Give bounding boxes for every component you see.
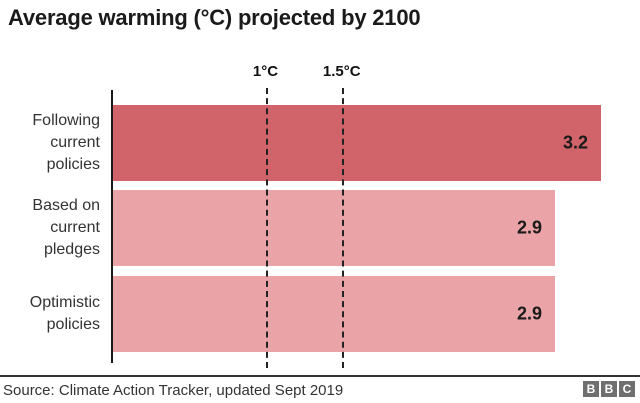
bar-optimistic-policies: 2.9	[113, 276, 555, 352]
bar-value-label: 2.9	[516, 217, 542, 238]
bar-label-following-current-policies: Following current policies	[32, 112, 100, 173]
source-attribution: Source: Climate Action Tracker, updated …	[3, 382, 344, 399]
bar-following-current-policies: 3.2	[113, 105, 601, 181]
y-axis-line	[111, 90, 113, 363]
chart-title: Average warming (°C) projected by 2100	[8, 5, 421, 30]
bar-label-based-on-current-pledges: Based on current pledges	[32, 197, 100, 258]
bar-based-on-current-pledges: 2.9	[113, 190, 555, 266]
threshold-dashed-line-1c	[265, 88, 268, 368]
bar-value-label: 3.2	[562, 132, 588, 153]
bar-value-label: 2.9	[516, 303, 542, 324]
threshold-label-1c: 1°C	[252, 63, 279, 80]
bbc-logo-block: C	[619, 381, 635, 397]
bar-label-optimistic-policies: Optimistic policies	[29, 294, 100, 333]
bbc-logo: B B C	[583, 381, 635, 397]
threshold-dashed-line-1-5c	[341, 88, 344, 368]
bbc-logo-block: B	[583, 381, 599, 397]
bbc-logo-block: B	[601, 381, 617, 397]
footer-divider	[0, 375, 640, 377]
threshold-label-1-5c: 1.5°C	[322, 63, 361, 80]
